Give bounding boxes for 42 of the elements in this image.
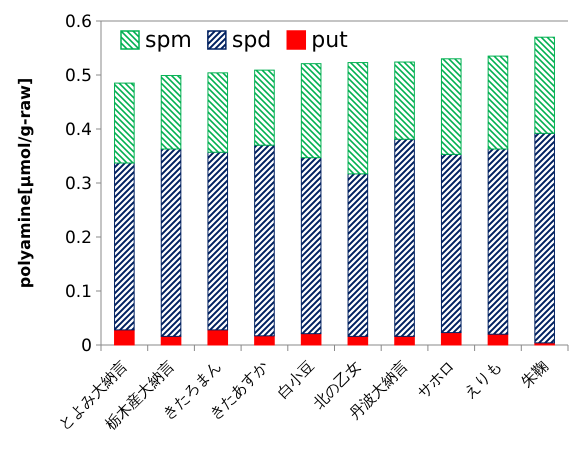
bar — [348, 62, 368, 174]
bar — [394, 138, 415, 337]
x-tick-label: サホロ — [414, 357, 458, 402]
y-tick-label: 0.6 — [64, 12, 92, 32]
legend-label: put — [311, 28, 348, 53]
x-tick-label: 朱鞠 — [518, 357, 552, 392]
y-tick-label: 0.2 — [64, 228, 92, 248]
bar — [440, 154, 462, 334]
y-tick-label: 0.1 — [64, 282, 92, 302]
bar — [394, 336, 415, 346]
y-tick-label: 0.4 — [64, 120, 92, 140]
bar — [160, 336, 182, 346]
bar — [254, 70, 275, 146]
legend-label: spm — [145, 28, 192, 53]
bar — [348, 173, 368, 337]
bar — [300, 63, 322, 158]
bar — [254, 335, 275, 346]
bar — [440, 58, 462, 155]
bar — [207, 329, 228, 346]
bar — [114, 162, 135, 330]
y-axis-title: polyamine[μmol/g-raw] — [15, 78, 34, 288]
x-tick-label: えりも — [460, 357, 505, 402]
bar — [488, 56, 508, 150]
bar — [488, 334, 508, 346]
bar — [534, 132, 555, 344]
legend-label: spd — [232, 28, 272, 53]
bar — [114, 82, 135, 164]
bar — [114, 329, 135, 346]
bar — [534, 36, 555, 134]
bar — [207, 152, 228, 330]
bar — [300, 157, 322, 334]
y-tick-label: 0 — [81, 336, 92, 356]
bar — [440, 332, 462, 346]
bar — [394, 62, 415, 140]
y-tick-label: 0.5 — [64, 66, 92, 86]
bar — [160, 148, 182, 337]
y-tick-label: 0.3 — [64, 174, 92, 194]
bar — [300, 333, 322, 346]
bar — [160, 75, 182, 150]
bar — [488, 148, 508, 335]
bar — [254, 144, 275, 336]
bar — [207, 72, 228, 153]
